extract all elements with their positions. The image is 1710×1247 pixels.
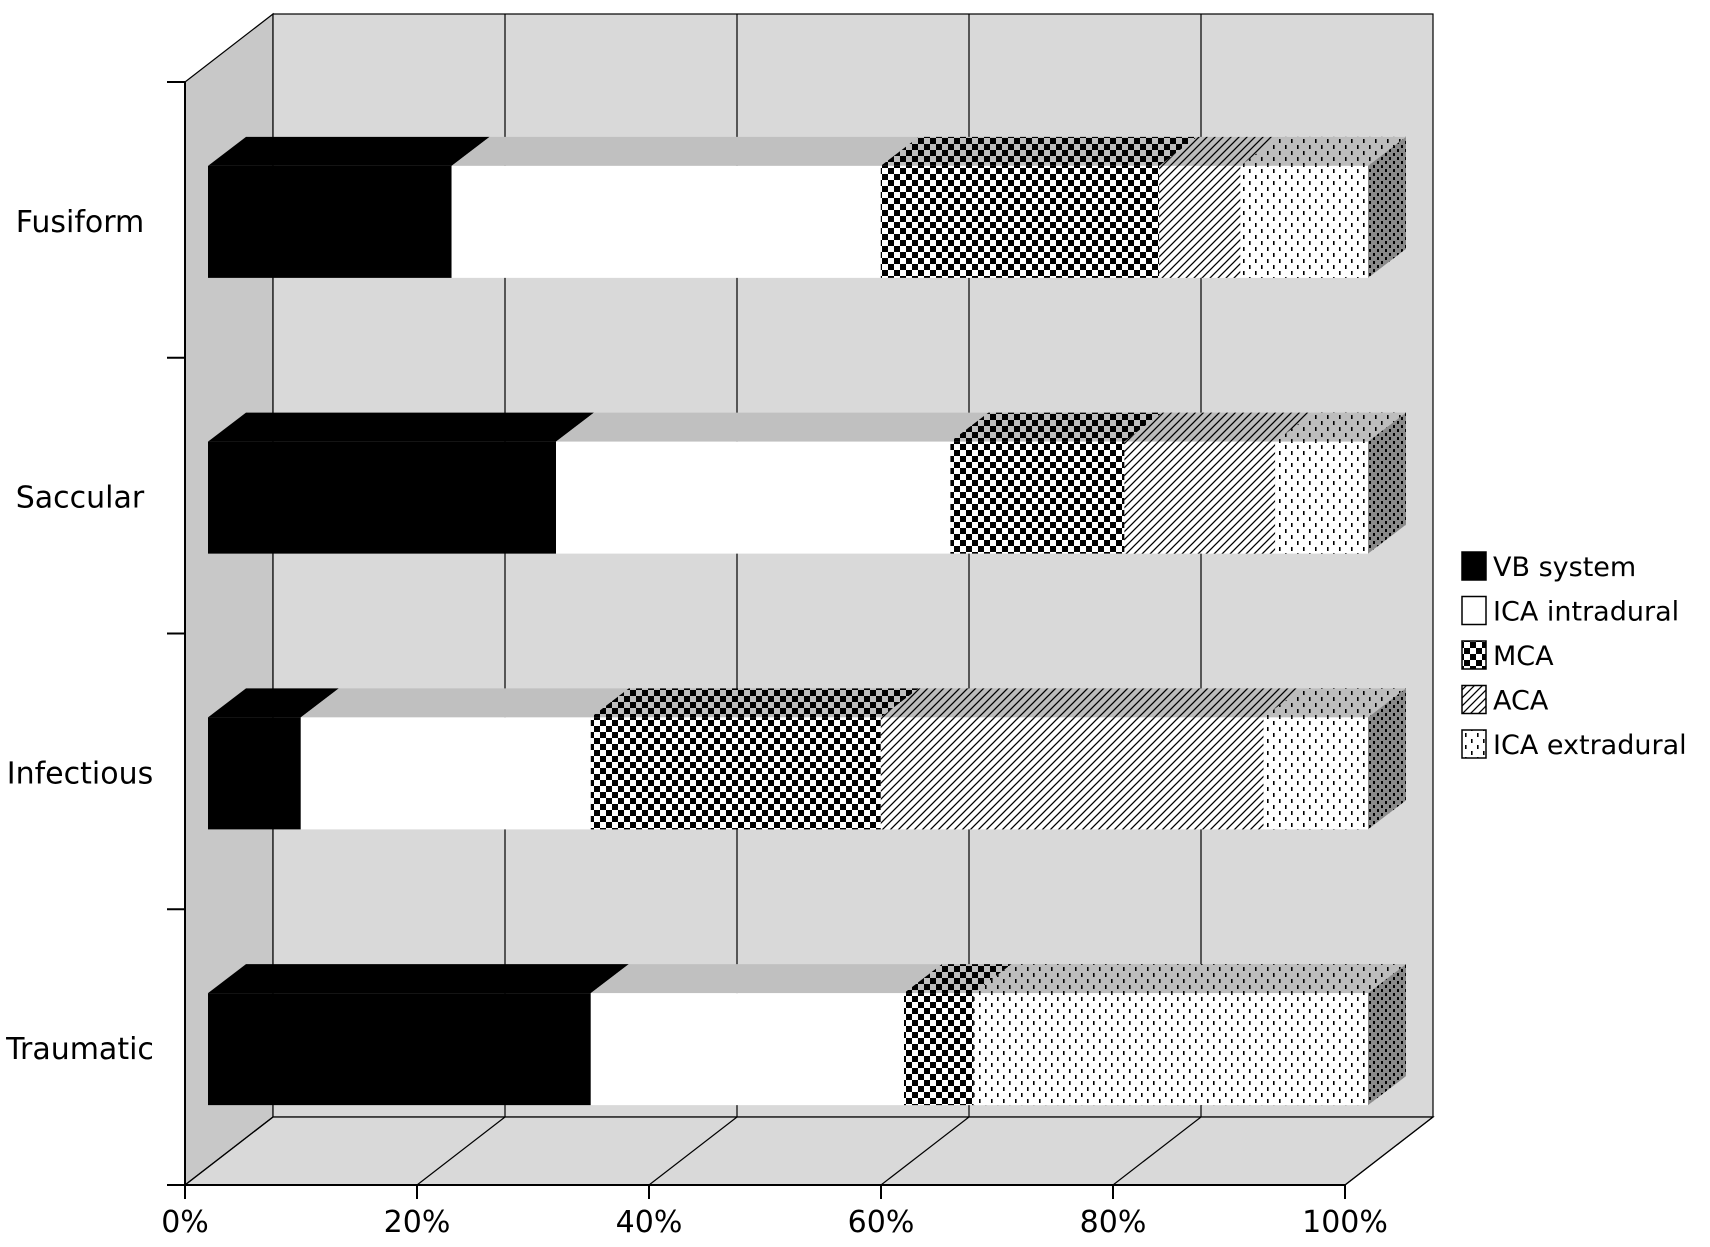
bar-end-face bbox=[1368, 136, 1406, 278]
x-tick-label: 0% bbox=[161, 1205, 209, 1240]
legend-label: ICA extradural bbox=[1493, 730, 1687, 761]
bar-top-segment bbox=[208, 688, 339, 718]
legend-swatch bbox=[1461, 595, 1487, 626]
bar-segment bbox=[1240, 165, 1368, 278]
bar-segment bbox=[880, 165, 1160, 278]
bar-segment bbox=[973, 993, 1368, 1106]
bar-segment bbox=[300, 717, 591, 830]
floor bbox=[183, 1116, 1435, 1186]
category-label: Saccular bbox=[16, 481, 145, 516]
legend-label: ICA intradural bbox=[1493, 597, 1679, 628]
bar-top-segment bbox=[590, 964, 942, 994]
bar-end-face bbox=[1368, 412, 1406, 554]
legend-label: VB system bbox=[1493, 552, 1636, 583]
gridline-floor bbox=[880, 1116, 970, 1186]
x-tick-label: 20% bbox=[384, 1205, 451, 1240]
legend-swatch bbox=[1461, 551, 1487, 581]
bar-top-segment bbox=[1275, 412, 1406, 442]
bar-top-segment bbox=[451, 136, 919, 166]
bar-segment bbox=[208, 993, 591, 1106]
bar-segment bbox=[556, 441, 951, 554]
bar-top-segment bbox=[880, 136, 1198, 166]
bar-top-segment bbox=[973, 964, 1406, 994]
bar-top-segment bbox=[1263, 688, 1406, 718]
legend-swatch bbox=[1461, 640, 1487, 670]
bar-top-segment bbox=[1240, 136, 1406, 166]
bar-top-segment bbox=[1159, 136, 1279, 166]
bar-segment bbox=[451, 165, 881, 278]
bar-segment bbox=[590, 993, 904, 1106]
bar-end-face bbox=[1368, 964, 1406, 1106]
legend-label: MCA bbox=[1493, 641, 1554, 672]
gridline-floor bbox=[1344, 1116, 1434, 1186]
bar-segment bbox=[1159, 165, 1241, 278]
bar-segment bbox=[1275, 441, 1368, 554]
bar-segment bbox=[880, 717, 1264, 830]
bar-top-segment bbox=[208, 412, 594, 442]
category-label: Infectious bbox=[7, 756, 153, 791]
category-label: Fusiform bbox=[16, 205, 145, 240]
legend-label: ACA bbox=[1493, 686, 1549, 717]
x-tick-label: 40% bbox=[616, 1205, 683, 1240]
bar-segment bbox=[590, 717, 881, 830]
bar-segment bbox=[208, 165, 452, 278]
legend-swatch bbox=[1461, 729, 1487, 759]
x-tick-label: 80% bbox=[1080, 1205, 1147, 1240]
bar-top-segment bbox=[1124, 412, 1314, 442]
bar-top-segment bbox=[904, 964, 1012, 994]
bar-segment bbox=[1263, 717, 1368, 830]
bar-top-segment bbox=[300, 688, 629, 718]
bar-top-segment bbox=[590, 688, 919, 718]
gridline-floor bbox=[648, 1116, 738, 1186]
x-tick-label: 100% bbox=[1302, 1205, 1388, 1240]
bar-top-segment bbox=[556, 412, 989, 442]
bar-end-face bbox=[1368, 688, 1406, 830]
gridline-floor bbox=[1112, 1116, 1202, 1186]
bar-segment bbox=[208, 717, 301, 830]
bar-segment bbox=[208, 441, 556, 554]
bar-segment bbox=[1124, 441, 1276, 554]
bar-top-segment bbox=[950, 412, 1163, 442]
bar-top-segment bbox=[208, 136, 490, 166]
category-label: Traumatic bbox=[5, 1032, 154, 1067]
gridline-floor bbox=[416, 1116, 506, 1186]
gridline-floor bbox=[184, 1116, 274, 1186]
bar-segment bbox=[904, 993, 974, 1106]
bar-top-segment bbox=[208, 964, 629, 994]
x-tick-label: 60% bbox=[848, 1205, 915, 1240]
bar-segment bbox=[950, 441, 1125, 554]
legend-swatch bbox=[1461, 684, 1487, 715]
bar-top-segment bbox=[880, 688, 1302, 718]
